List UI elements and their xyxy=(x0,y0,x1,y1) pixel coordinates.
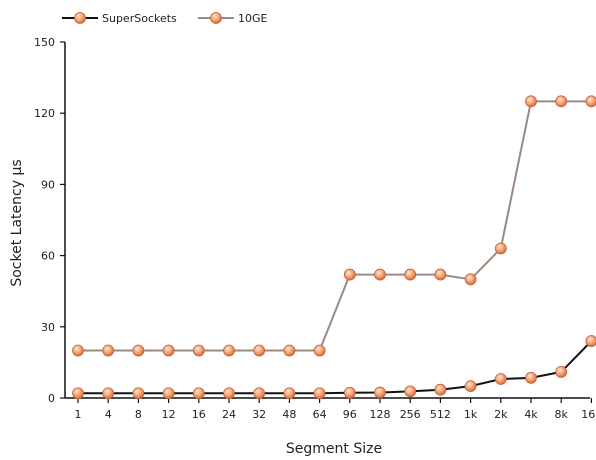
series-line-0 xyxy=(78,340,593,395)
x-tick-label-14: 2k xyxy=(494,408,508,421)
data-point-series-1-4 xyxy=(192,344,205,357)
data-point-series-0-5 xyxy=(223,387,235,400)
x-tick-label-5: 24 xyxy=(222,408,236,421)
data-point-series-1-9 xyxy=(343,268,356,281)
data-point-series-0-7 xyxy=(283,387,296,400)
series-markers xyxy=(72,95,596,400)
y-tick-label-1: 30 xyxy=(41,321,55,334)
data-point-series-1-16 xyxy=(555,95,568,108)
data-point-series-0-14 xyxy=(494,373,507,385)
data-point-series-1-15 xyxy=(525,95,537,108)
data-point-series-1-3 xyxy=(162,344,175,357)
data-point-series-1-14 xyxy=(494,242,507,255)
data-point-series-0-4 xyxy=(192,387,205,400)
series-line-1 xyxy=(78,100,592,352)
legend-marker-series-0 xyxy=(74,12,86,24)
data-point-series-1-7 xyxy=(283,344,296,357)
x-tick-label-3: 12 xyxy=(162,408,176,421)
x-tick-label-8: 64 xyxy=(313,408,327,421)
data-point-series-0-8 xyxy=(313,387,326,400)
data-point-series-0-1 xyxy=(102,387,115,400)
data-point-series-1-8 xyxy=(313,344,326,357)
data-point-series-0-0 xyxy=(72,387,84,400)
data-point-series-1-13 xyxy=(464,273,477,286)
series-lines xyxy=(78,100,593,395)
x-tick-label-6: 32 xyxy=(252,408,266,421)
data-point-series-1-12 xyxy=(434,268,447,281)
data-point-series-1-6 xyxy=(253,344,266,357)
x-tick-label-9: 96 xyxy=(343,408,357,421)
x-tick-label-2: 8 xyxy=(135,408,142,421)
data-point-series-0-15 xyxy=(525,371,537,384)
data-point-series-0-16 xyxy=(555,365,568,378)
data-point-series-0-11 xyxy=(404,385,417,398)
x-axis-ticks: 148121624324864961282565121k2k4k8k16k xyxy=(75,398,596,421)
data-point-series-1-11 xyxy=(404,268,417,281)
x-tick-label-0: 1 xyxy=(75,408,82,421)
y-tick-label-2: 60 xyxy=(41,250,55,263)
legend-item-series-0: SuperSockets xyxy=(62,12,177,25)
x-tick-label-15: 4k xyxy=(524,408,538,421)
x-tick-label-10: 128 xyxy=(370,408,391,421)
y-tick-label-0: 0 xyxy=(48,392,55,405)
x-tick-label-17: 16k xyxy=(581,408,596,421)
data-point-series-1-10 xyxy=(374,268,386,281)
y-axis-ticks: 0 30 60 90 120 150 xyxy=(34,36,65,405)
x-axis-title: Segment Size xyxy=(286,441,382,457)
legend-marker-series-1 xyxy=(210,12,222,24)
x-tick-label-4: 16 xyxy=(192,408,206,421)
x-tick-label-7: 48 xyxy=(282,408,296,421)
legend-label-series-0: SuperSockets xyxy=(102,12,177,25)
x-tick-label-13: 1k xyxy=(464,408,478,421)
data-point-series-0-3 xyxy=(162,387,175,400)
data-point-series-0-10 xyxy=(374,386,386,399)
data-point-series-0-12 xyxy=(434,383,447,396)
y-tick-label-4: 120 xyxy=(34,107,55,120)
data-point-series-0-6 xyxy=(253,387,266,400)
data-point-series-1-1 xyxy=(102,344,115,357)
data-point-series-0-13 xyxy=(464,380,477,393)
data-point-series-0-9 xyxy=(343,386,356,399)
data-point-series-1-2 xyxy=(132,344,145,357)
legend: SuperSockets 10GE xyxy=(62,12,268,25)
data-point-series-0-17 xyxy=(585,335,596,347)
y-axis-title: Socket Latency µs xyxy=(9,159,25,286)
x-tick-label-16: 8k xyxy=(555,408,569,421)
legend-item-series-1: 10GE xyxy=(198,12,268,25)
y-tick-label-3: 90 xyxy=(41,178,55,191)
data-point-series-1-5 xyxy=(223,344,235,357)
x-tick-label-1: 4 xyxy=(105,408,112,421)
data-point-series-0-2 xyxy=(132,387,145,400)
data-point-series-1-0 xyxy=(72,344,84,357)
axes xyxy=(64,42,590,399)
y-tick-label-5: 150 xyxy=(34,36,55,49)
data-point-series-1-17 xyxy=(585,95,596,108)
x-tick-label-11: 256 xyxy=(400,408,421,421)
legend-label-series-1: 10GE xyxy=(238,12,268,25)
x-tick-label-12: 512 xyxy=(430,408,451,421)
